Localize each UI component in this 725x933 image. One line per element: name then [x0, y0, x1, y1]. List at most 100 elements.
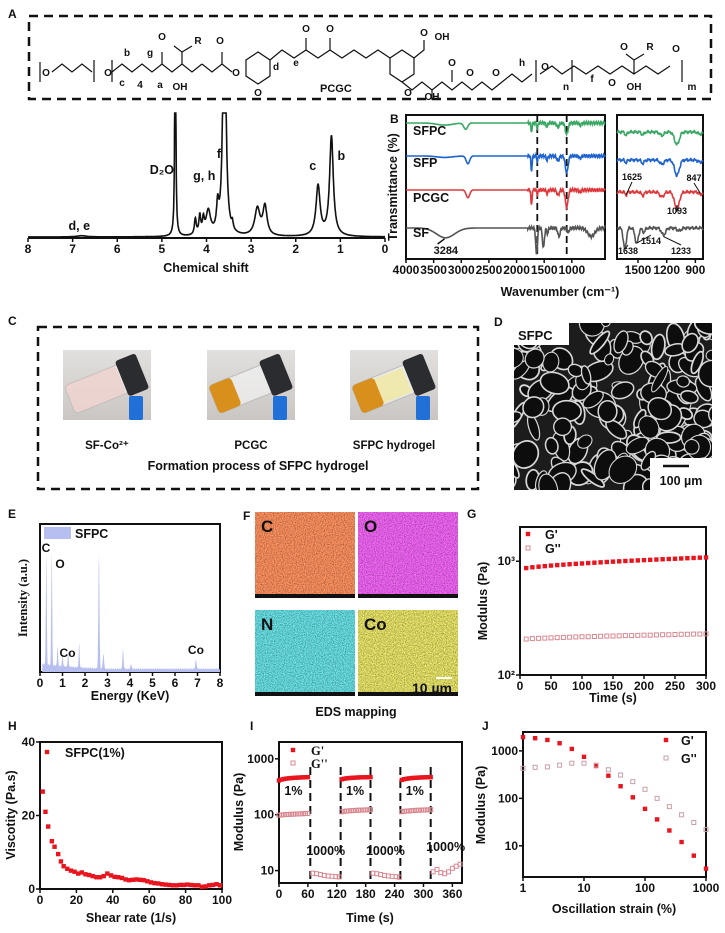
data-point — [660, 632, 666, 638]
panel-label-e: E — [8, 507, 16, 521]
strain-label: 1% — [406, 784, 424, 798]
x-tick-label: 3500 — [420, 263, 447, 277]
structure-atom-label: O — [420, 28, 428, 39]
nmr-spectrum — [28, 112, 385, 238]
panel-label-b: B — [390, 112, 399, 126]
sem-pore — [539, 371, 570, 395]
y-tick-label: 1000 — [247, 752, 274, 766]
data-point — [423, 775, 429, 780]
data-point — [363, 775, 368, 780]
sem-label: SFPC — [518, 328, 553, 343]
data-point — [573, 561, 578, 567]
data-point — [83, 872, 88, 877]
data-point — [635, 558, 640, 563]
y-tick-label: 20 — [22, 809, 36, 823]
data-point — [358, 775, 364, 780]
data-point — [529, 636, 535, 642]
data-point — [685, 555, 690, 561]
data-point — [691, 819, 697, 825]
data-point — [525, 531, 531, 537]
x-tick-label: 4 — [127, 676, 134, 690]
data-point — [642, 806, 648, 812]
sem-pore — [514, 452, 520, 479]
data-point — [606, 773, 611, 778]
data-point — [112, 874, 117, 880]
sem-pore — [514, 411, 522, 424]
structure-atom-label: O — [216, 36, 224, 47]
data-point — [629, 633, 635, 639]
data-point — [666, 556, 671, 562]
series-label: SFP — [413, 156, 437, 170]
data-point — [58, 859, 64, 864]
annotation-label: 3284 — [434, 245, 459, 257]
data-point — [586, 560, 591, 566]
data-point — [554, 635, 560, 641]
data-point — [217, 883, 223, 888]
data-point — [581, 754, 587, 760]
structure-atom-label: OH — [425, 92, 440, 103]
structure-atom-label: O — [326, 24, 334, 35]
x-tick-label: 3 — [104, 676, 111, 690]
structure-atom-label: b — [124, 48, 130, 59]
sem-pore — [597, 400, 618, 423]
vial-liquid — [352, 378, 384, 413]
data-point — [192, 883, 197, 888]
data-point — [697, 631, 703, 637]
data-point — [336, 874, 342, 880]
sem-pore — [580, 365, 592, 385]
x-tick-label: 6 — [172, 676, 179, 690]
sem-pore — [694, 323, 712, 335]
vial-stand — [416, 396, 430, 420]
vial — [65, 354, 149, 414]
annotation-arrow — [663, 236, 682, 246]
x-tick-label: 100 — [635, 881, 655, 895]
eds-mapping: C O N Co 10 µm — [255, 512, 458, 696]
structure-atom-label: c — [119, 78, 125, 89]
x-tick-label: 4 — [203, 242, 210, 256]
x-tick-label: 0 — [37, 676, 44, 690]
x-axis-title: Energy (KeV) — [91, 689, 170, 703]
data-point — [134, 877, 139, 882]
peak-label: C — [42, 541, 51, 555]
sem-pore — [608, 455, 638, 484]
ftir-trace-sfpc — [406, 118, 606, 137]
series-label: PCGC — [413, 191, 449, 205]
data-point — [108, 873, 114, 878]
data-point — [560, 634, 566, 640]
data-point — [618, 784, 623, 789]
plot-frame — [522, 731, 707, 878]
structure-atom-label: n — [563, 82, 569, 93]
data-point — [296, 775, 301, 780]
sem-pore — [683, 438, 700, 455]
structure-name: PCGC — [320, 83, 352, 95]
structure-atom-label: f — [590, 74, 594, 85]
sem-pore — [681, 332, 699, 354]
data-point — [281, 776, 287, 782]
data-point — [641, 632, 647, 638]
sem-pore — [514, 471, 517, 490]
data-point — [446, 869, 452, 875]
data-point — [145, 879, 150, 884]
data-point — [672, 631, 678, 637]
structure-atom-label: 4 — [137, 80, 143, 91]
structure-atom-label: O — [466, 68, 474, 79]
eds-map-element-label: N — [261, 615, 273, 634]
y-tick-label: 1000 — [491, 744, 518, 758]
data-point — [305, 811, 311, 817]
sem-pore — [676, 375, 690, 388]
sem-pore — [708, 405, 712, 424]
data-point — [679, 556, 684, 561]
data-point — [368, 774, 373, 780]
vial-cap — [115, 354, 149, 396]
x-axis-title: Time (s) — [589, 691, 637, 705]
data-point — [365, 775, 371, 780]
data-point — [402, 776, 407, 782]
data-point — [305, 774, 311, 780]
sem-pore — [600, 323, 612, 328]
y-axis-title: Intensity (a.u.) — [16, 559, 30, 637]
legend-label: G'' — [311, 757, 328, 771]
data-point — [418, 775, 424, 780]
sem-pore — [578, 323, 605, 337]
vial-stand — [273, 396, 287, 420]
